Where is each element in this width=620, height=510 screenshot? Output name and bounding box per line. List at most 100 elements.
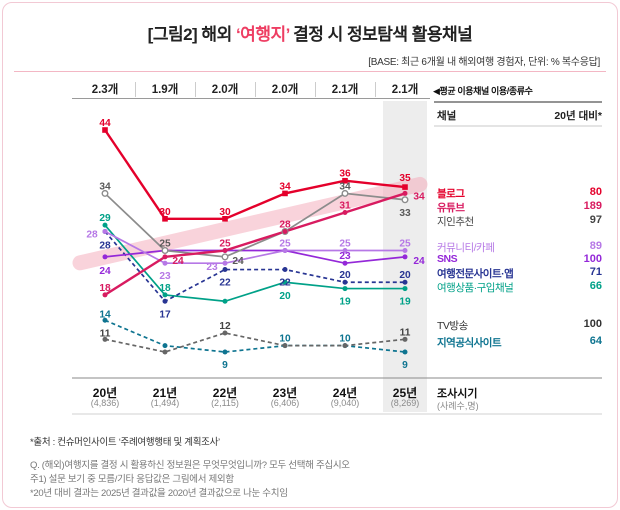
series-line-유튜브 — [104, 192, 406, 296]
marker-SNS — [402, 254, 408, 260]
legend-label-TV방송: TV방송 — [437, 320, 468, 332]
marker-여행상품·구입채널 — [222, 298, 228, 304]
trend-highlight-band — [72, 176, 428, 271]
marker-유튜브 — [102, 292, 108, 298]
legend-index-지역공식사이트: 64 — [589, 335, 602, 347]
series-line-SNS — [104, 249, 406, 265]
point-label-블로그: 34 — [279, 181, 291, 192]
avg-channel-count: 2.3개 — [91, 84, 119, 96]
marker-유튜브 — [402, 190, 408, 196]
avg-channel-count: 2.0개 — [211, 84, 239, 96]
marker-TV방송 — [102, 336, 108, 342]
point-label-커뮤니티/카페: 25 — [399, 239, 411, 250]
marker-커뮤니티/카페 — [222, 260, 228, 266]
point-label-유튜브: 28 — [279, 219, 291, 230]
marker-지역공식사이트 — [402, 349, 408, 355]
marker-지인추천 — [341, 189, 349, 197]
avg-separator — [375, 82, 376, 97]
avg-channel-count: 2.0개 — [271, 84, 299, 96]
marker-지역공식사이트 — [102, 317, 108, 323]
point-label-여행상품·구입채널: 29 — [99, 213, 111, 224]
point-label-여행전문사이트·앱: 20 — [339, 270, 351, 281]
point-label-지인추천: 33 — [399, 208, 411, 219]
marker-블로그 — [222, 216, 228, 222]
marker-지인추천 — [221, 253, 229, 261]
legend-label-지역공식사이트: 지역공식사이트 — [437, 337, 502, 349]
chart-title-prefix: [그림2] 해외 — [147, 25, 236, 44]
avg-channel-count: 2.1개 — [391, 84, 419, 96]
marker-유튜브 — [342, 209, 348, 215]
point-label-지역공식사이트: 9 — [222, 360, 228, 371]
point-label-지인추천: 34 — [99, 181, 111, 192]
x-axis-year: 25년 — [392, 386, 418, 400]
marker-지인추천 — [401, 196, 409, 204]
point-label-지인추천: 24 — [232, 256, 244, 267]
legend-label-커뮤니티/카페: 커뮤니티/카페 — [437, 242, 495, 254]
marker-커뮤니티/카페 — [162, 260, 168, 266]
series-line-TV방송 — [104, 332, 406, 353]
x-axis-sample-size: (1,494) — [150, 398, 180, 408]
series-line-커뮤니티/카페 — [104, 230, 405, 265]
point-label-커뮤니티/카페: 23 — [206, 262, 218, 273]
legend-header-channel: 채널 — [437, 110, 457, 122]
marker-블로그 — [282, 190, 288, 197]
legend-label-유튜브: 유튜브 — [437, 202, 465, 214]
marker-지인추천 — [161, 247, 169, 255]
sample-size-label: (사례수,명) — [437, 401, 479, 411]
legend-index-블로그: 80 — [589, 186, 602, 198]
point-label-유튜브: 34 — [413, 191, 425, 202]
series-line-지역공식사이트 — [104, 319, 406, 353]
marker-TV방송 — [282, 343, 288, 349]
marker-커뮤니티/카페 — [342, 248, 348, 254]
avg-separator — [315, 82, 316, 97]
avg-channels-label: ◀평균 이용채널 이용/종류수 — [433, 86, 533, 96]
point-label-지역공식사이트: 10 — [279, 334, 291, 345]
legend-index-유튜브: 189 — [583, 200, 602, 212]
legend-label-여행전문사이트·앱: 여행전문사이트·앱 — [437, 268, 514, 280]
point-label-커뮤니티/카페: 25 — [279, 239, 291, 250]
series-line-여행전문사이트·앱 — [104, 230, 405, 303]
point-label-여행전문사이트·앱: 17 — [159, 309, 171, 320]
x-axis-sample-size: (8,269) — [390, 398, 420, 408]
marker-블로그 — [342, 177, 348, 184]
point-label-여행전문사이트·앱: 22 — [219, 278, 231, 289]
legend-index-커뮤니티/카페: 89 — [589, 240, 602, 252]
footnote-line: *출처 : 컨슈머인사이트 ‘주례여행행태 및 계획조사’ — [30, 437, 220, 448]
x-axis-sample-size: (6,406) — [270, 398, 300, 408]
marker-여행상품·구입채널 — [102, 222, 108, 228]
survey-time-label: 조사시기 — [437, 388, 478, 400]
point-label-지역공식사이트: 14 — [99, 309, 111, 320]
series-line-블로그 — [104, 129, 406, 221]
avg-separator — [255, 82, 256, 97]
marker-커뮤니티/카페 — [102, 228, 108, 234]
x-axis-sample-size: (4,836) — [90, 398, 120, 408]
point-label-블로그: 30 — [219, 207, 231, 218]
footnote-line: *20년 대비 결과는 2025년 결과값을 2020년 결과값으로 나눈 수치… — [30, 488, 288, 499]
point-label-유튜브: 18 — [99, 283, 111, 294]
point-label-여행상품·구입채널: 18 — [159, 283, 171, 294]
marker-지역공식사이트 — [162, 343, 168, 349]
marker-지인추천 — [101, 189, 109, 197]
point-label-유튜브: 24 — [172, 256, 184, 267]
marker-TV방송 — [342, 343, 348, 349]
marker-여행상품·구입채널 — [162, 292, 168, 298]
chart-title-highlight: ‘여행지’ — [235, 25, 290, 44]
point-label-지역공식사이트: 10 — [339, 334, 351, 345]
avg-channel-count: 1.9개 — [151, 84, 179, 96]
title-divider — [14, 71, 606, 72]
legend-index-여행전문사이트·앱: 71 — [589, 266, 602, 278]
x-axis-year: 24년 — [332, 386, 358, 400]
point-label-SNS: 24 — [99, 266, 111, 277]
point-label-여행전문사이트·앱: 28 — [99, 240, 111, 251]
footnote-line: 주1) 설문 보기 중 모름/기타 응답값은 그림에서 제외함 — [30, 474, 234, 485]
point-label-여행상품·구입채널: 19 — [399, 297, 411, 308]
marker-유튜브 — [222, 248, 228, 254]
marker-블로그 — [102, 127, 108, 133]
marker-여행상품·구입채널 — [342, 286, 348, 292]
marker-TV방송 — [222, 330, 228, 336]
footnote-line: Q. (해외)여행지를 결정 시 활용하신 정보원은 무엇무엇입니까? 모두 선… — [30, 460, 350, 471]
series-line-여행상품·구입채널 — [104, 224, 405, 303]
legend-header-index: 20년 대비* — [554, 110, 602, 122]
avg-separator — [195, 82, 196, 97]
